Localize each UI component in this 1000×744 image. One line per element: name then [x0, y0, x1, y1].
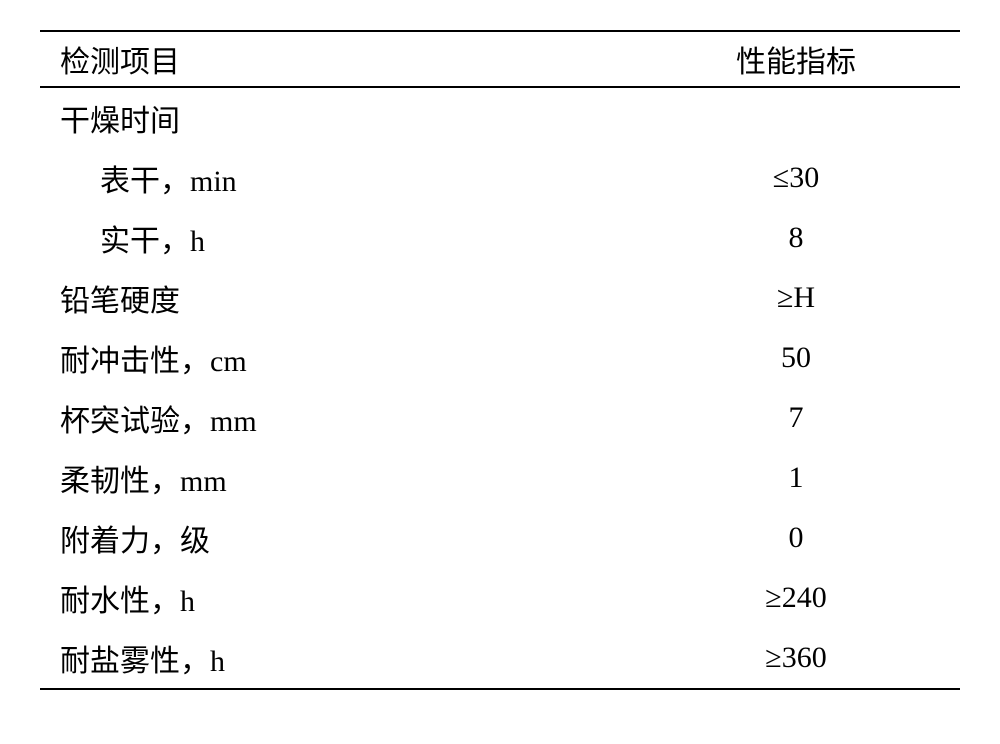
table-row: 耐水性，h ≥240 [40, 568, 960, 628]
table-row: 铅笔硬度 ≥H [40, 268, 960, 328]
cell-value: ≥360 [632, 628, 960, 689]
cell-label: 表干，min [40, 148, 632, 208]
cell-value [632, 87, 960, 148]
table-header-row: 检测项目 性能指标 [40, 31, 960, 87]
cell-value: 50 [632, 328, 960, 388]
cell-value: ≥H [632, 268, 960, 328]
cell-label: 铅笔硬度 [40, 268, 632, 328]
column-header-item: 检测项目 [40, 31, 632, 87]
spec-table: 检测项目 性能指标 干燥时间 表干，min ≤30 实干，h 8 铅笔硬度 ≥H [40, 30, 960, 690]
cell-value: 8 [632, 208, 960, 268]
cell-value: 0 [632, 508, 960, 568]
table-row: 杯突试验，mm 7 [40, 388, 960, 448]
cell-label: 干燥时间 [40, 87, 632, 148]
cell-value: ≤30 [632, 148, 960, 208]
cell-label: 耐水性，h [40, 568, 632, 628]
table-row: 干燥时间 [40, 87, 960, 148]
cell-value: ≥240 [632, 568, 960, 628]
cell-label: 柔韧性，mm [40, 448, 632, 508]
table-row: 表干，min ≤30 [40, 148, 960, 208]
table-row: 柔韧性，mm 1 [40, 448, 960, 508]
column-header-spec: 性能指标 [632, 31, 960, 87]
cell-value: 7 [632, 388, 960, 448]
table-row: 耐冲击性，cm 50 [40, 328, 960, 388]
cell-label: 耐盐雾性，h [40, 628, 632, 689]
cell-label: 杯突试验，mm [40, 388, 632, 448]
table-body: 干燥时间 表干，min ≤30 实干，h 8 铅笔硬度 ≥H 耐冲击性，cm 5… [40, 87, 960, 689]
cell-label: 附着力，级 [40, 508, 632, 568]
table-row: 耐盐雾性，h ≥360 [40, 628, 960, 689]
cell-value: 1 [632, 448, 960, 508]
table-container: 检测项目 性能指标 干燥时间 表干，min ≤30 实干，h 8 铅笔硬度 ≥H [0, 0, 1000, 744]
cell-label: 耐冲击性，cm [40, 328, 632, 388]
table-row: 附着力，级 0 [40, 508, 960, 568]
table-row: 实干，h 8 [40, 208, 960, 268]
cell-label: 实干，h [40, 208, 632, 268]
